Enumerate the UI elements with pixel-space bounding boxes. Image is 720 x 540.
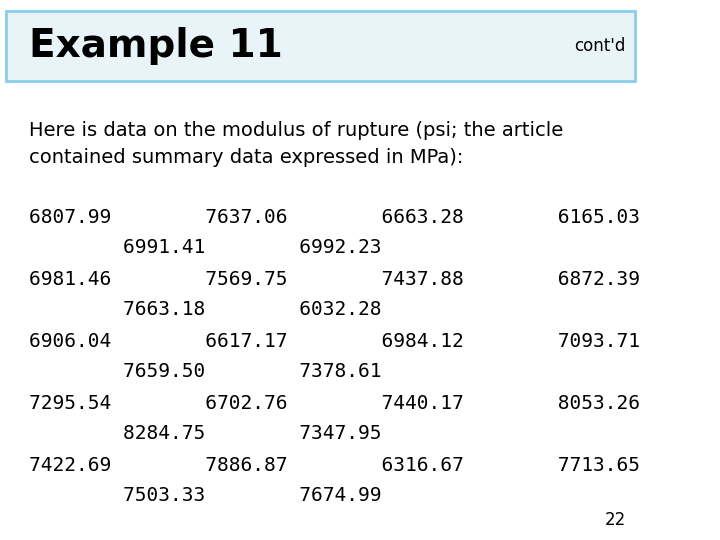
- Text: 7295.54        6702.76        7440.17        8053.26: 7295.54 6702.76 7440.17 8053.26: [29, 394, 640, 413]
- Text: 8284.75        7347.95: 8284.75 7347.95: [29, 424, 382, 443]
- Text: cont'd: cont'd: [575, 37, 626, 55]
- FancyBboxPatch shape: [6, 11, 636, 81]
- Text: 6807.99        7637.06        6663.28        6165.03: 6807.99 7637.06 6663.28 6165.03: [29, 208, 640, 227]
- Text: 7422.69        7886.87        6316.67        7713.65: 7422.69 7886.87 6316.67 7713.65: [29, 456, 640, 475]
- Text: 6981.46        7569.75        7437.88        6872.39: 6981.46 7569.75 7437.88 6872.39: [29, 270, 640, 289]
- Text: 22: 22: [605, 511, 626, 529]
- Text: 7659.50        7378.61: 7659.50 7378.61: [29, 362, 382, 381]
- Text: 7503.33        7674.99: 7503.33 7674.99: [29, 486, 382, 505]
- Text: Here is data on the modulus of rupture (psi; the article
contained summary data : Here is data on the modulus of rupture (…: [29, 122, 563, 167]
- Text: 6906.04        6617.17        6984.12        7093.71: 6906.04 6617.17 6984.12 7093.71: [29, 332, 640, 351]
- Text: 6991.41        6992.23: 6991.41 6992.23: [29, 238, 382, 256]
- Text: Example 11: Example 11: [29, 27, 283, 65]
- Text: 7663.18        6032.28: 7663.18 6032.28: [29, 300, 382, 319]
